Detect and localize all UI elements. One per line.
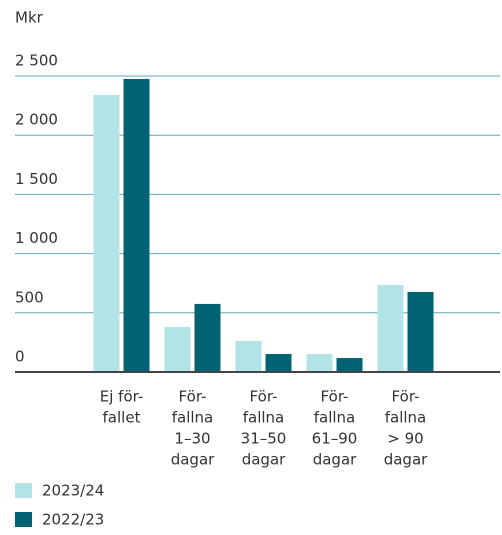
x-tick-label: fallna xyxy=(385,409,427,427)
x-tick-label: dagar xyxy=(384,451,428,469)
y-tick-label: 2 500 xyxy=(15,52,58,70)
legend-swatch xyxy=(15,483,32,498)
y-tick-label: 1 500 xyxy=(15,170,58,188)
x-tick-label: fallna xyxy=(314,409,356,427)
x-tick-label: fallet xyxy=(103,409,141,427)
bar xyxy=(407,291,434,372)
x-tick-label: För- xyxy=(250,388,278,406)
x-tick-label: dagar xyxy=(242,451,286,469)
x-tick-label: 1–30 xyxy=(174,430,210,448)
bar xyxy=(194,303,221,372)
x-tick-label: fallna xyxy=(243,409,285,427)
x-tick-label: För- xyxy=(392,388,420,406)
bar xyxy=(93,94,120,372)
x-tick-label: 31–50 xyxy=(241,430,287,448)
x-tick-label: dagar xyxy=(313,451,357,469)
legend-swatch xyxy=(15,512,32,527)
x-tick-label: För- xyxy=(179,388,207,406)
x-tick-label: För- xyxy=(321,388,349,406)
legend-label: 2023/24 xyxy=(42,482,104,500)
x-tick-label: > 90 xyxy=(387,430,423,448)
bar xyxy=(265,354,292,372)
bar xyxy=(336,358,363,372)
bar xyxy=(164,327,191,372)
y-tick-label: 2 000 xyxy=(15,111,58,129)
legend-label: 2022/23 xyxy=(42,511,104,529)
x-tick-label: 61–90 xyxy=(312,430,358,448)
y-tick-label: 0 xyxy=(15,348,25,366)
bar xyxy=(377,284,404,372)
x-tick-label: fallna xyxy=(172,409,214,427)
y-tick-label: 500 xyxy=(15,288,44,306)
x-tick-label: dagar xyxy=(171,451,215,469)
bar xyxy=(306,354,333,372)
bar xyxy=(123,78,150,373)
y-tick-label: 1 000 xyxy=(15,229,58,247)
x-tick-label: Ej för- xyxy=(100,388,144,406)
y-axis-label: Mkr xyxy=(15,9,44,27)
bar xyxy=(235,340,262,372)
